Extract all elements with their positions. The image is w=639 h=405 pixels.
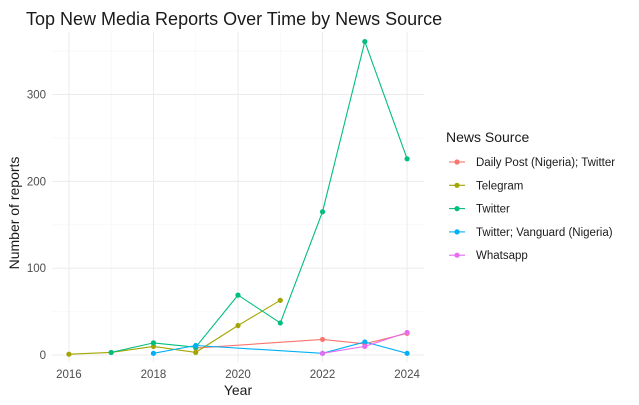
series-line-0: [195, 332, 408, 349]
grid-major: [52, 32, 424, 362]
data-point-2: [108, 349, 114, 356]
y-tick-label: 300: [27, 90, 46, 102]
legend-label: Twitter; Vanguard (Nigeria): [476, 227, 613, 239]
plot-area: [52, 32, 424, 362]
legend-key-point: [454, 229, 460, 235]
y-axis-ticks: 0 100 200 300: [27, 90, 46, 363]
data-point-2: [277, 320, 283, 326]
data-point-1: [66, 351, 72, 357]
data-point-2: [362, 38, 368, 45]
data-point-1: [277, 297, 283, 303]
chart-title: Top New Media Reports Over Time by News …: [26, 9, 442, 29]
legend-label: Daily Post (Nigeria); Twitter: [476, 157, 615, 169]
x-tick-label: 2022: [310, 369, 336, 381]
legend-label: Twitter: [476, 204, 510, 216]
y-tick-label: 0: [40, 350, 46, 362]
legend-label: Telegram: [476, 180, 523, 192]
y-tick-label: 200: [27, 176, 46, 188]
data-point-2: [150, 340, 157, 346]
data-point-2: [404, 156, 410, 162]
data-point-1: [235, 322, 241, 329]
data-point-4: [362, 343, 368, 349]
x-tick-label: 2016: [56, 369, 82, 381]
legend-key-point: [454, 182, 460, 188]
data-point-2: [235, 292, 241, 298]
legend: News Source Daily Post (Nigeria); Twitte…: [446, 129, 615, 262]
data-point-4: [404, 329, 410, 336]
x-tick-label: 2024: [394, 369, 420, 381]
legend-key-point: [454, 206, 460, 212]
x-tick-label: 2020: [225, 369, 251, 381]
data-point-2: [319, 209, 326, 215]
data-point-3: [150, 350, 157, 356]
data-point-3: [193, 342, 199, 349]
legend-title: News Source: [446, 129, 529, 145]
series-points: [66, 38, 410, 357]
data-point-3: [362, 339, 368, 345]
y-tick-label: 100: [27, 263, 46, 275]
data-point-3: [404, 350, 410, 356]
x-axis-title: Year: [224, 382, 253, 398]
series-line-1: [68, 299, 281, 355]
data-point-0: [319, 336, 326, 343]
series-line-2: [111, 39, 408, 353]
x-axis-ticks: 2016 2018 2020 2022 2024: [56, 369, 420, 381]
legend-label: Whatsapp: [476, 250, 528, 262]
data-point-4: [319, 350, 326, 356]
legend-key-point: [454, 159, 460, 165]
legend-key-point: [454, 252, 460, 258]
legend-items: Daily Post (Nigeria); Twitter Telegram Twi…: [449, 157, 615, 262]
y-axis-title: Number of reports: [6, 157, 22, 270]
x-tick-label: 2018: [141, 369, 167, 381]
data-point-1: [193, 349, 199, 356]
